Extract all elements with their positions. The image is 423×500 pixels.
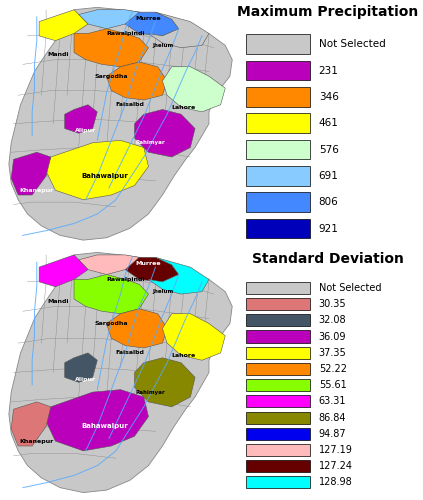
Text: Bahawalpur: Bahawalpur <box>81 424 128 430</box>
FancyBboxPatch shape <box>246 218 310 238</box>
FancyBboxPatch shape <box>246 346 310 359</box>
Text: Maximum Precipitation: Maximum Precipitation <box>237 5 418 19</box>
FancyBboxPatch shape <box>246 140 310 160</box>
Text: Sargodha: Sargodha <box>94 321 128 326</box>
Text: 37.35: 37.35 <box>319 348 346 358</box>
Text: Khanepur: Khanepur <box>20 438 54 444</box>
Text: 94.87: 94.87 <box>319 429 346 439</box>
Polygon shape <box>79 255 139 274</box>
Text: Rawalpindi: Rawalpindi <box>106 31 145 36</box>
FancyBboxPatch shape <box>246 396 310 407</box>
Text: Mandi: Mandi <box>47 299 69 304</box>
Polygon shape <box>162 314 225 360</box>
Polygon shape <box>11 402 51 446</box>
Text: Rahimyar: Rahimyar <box>136 140 166 145</box>
Text: Faisalbd: Faisalbd <box>115 102 144 108</box>
Text: 55.61: 55.61 <box>319 380 346 390</box>
Polygon shape <box>125 12 179 36</box>
Polygon shape <box>148 12 209 48</box>
Text: Jhelum: Jhelum <box>152 43 173 48</box>
Text: Not Selected: Not Selected <box>319 39 385 49</box>
FancyBboxPatch shape <box>246 379 310 392</box>
Text: Mandi: Mandi <box>47 52 69 58</box>
FancyBboxPatch shape <box>246 444 310 456</box>
FancyBboxPatch shape <box>246 314 310 326</box>
Text: Lahore: Lahore <box>171 353 195 358</box>
Polygon shape <box>9 252 232 492</box>
Text: 231: 231 <box>319 66 338 76</box>
Polygon shape <box>148 258 209 294</box>
Text: Jhelum: Jhelum <box>152 289 173 294</box>
Text: 346: 346 <box>319 92 338 102</box>
Text: 36.09: 36.09 <box>319 332 346 342</box>
FancyBboxPatch shape <box>246 298 310 310</box>
FancyBboxPatch shape <box>246 476 310 488</box>
FancyBboxPatch shape <box>246 330 310 342</box>
FancyBboxPatch shape <box>246 34 310 54</box>
Text: Murree: Murree <box>136 261 161 266</box>
Text: 576: 576 <box>319 144 338 154</box>
Polygon shape <box>39 10 88 40</box>
Text: 30.35: 30.35 <box>319 299 346 309</box>
Polygon shape <box>65 105 97 133</box>
Text: 128.98: 128.98 <box>319 478 352 488</box>
Text: 921: 921 <box>319 224 338 234</box>
Polygon shape <box>162 66 225 112</box>
Text: Lahore: Lahore <box>171 104 195 110</box>
Text: 691: 691 <box>319 171 338 181</box>
Polygon shape <box>74 28 148 66</box>
Text: Khanepur: Khanepur <box>20 188 54 192</box>
Polygon shape <box>39 255 88 287</box>
Polygon shape <box>46 140 148 200</box>
Polygon shape <box>107 309 167 348</box>
Polygon shape <box>79 10 139 29</box>
Text: Rahimyar: Rahimyar <box>136 390 166 394</box>
Text: 127.24: 127.24 <box>319 461 353 471</box>
Text: 63.31: 63.31 <box>319 396 346 406</box>
FancyBboxPatch shape <box>246 114 310 133</box>
Text: 86.84: 86.84 <box>319 412 346 422</box>
FancyBboxPatch shape <box>246 363 310 375</box>
Text: 461: 461 <box>319 118 338 128</box>
Text: 52.22: 52.22 <box>319 364 347 374</box>
Polygon shape <box>9 8 232 240</box>
Text: Alipur: Alipur <box>75 378 96 382</box>
Polygon shape <box>125 258 179 282</box>
FancyBboxPatch shape <box>246 282 310 294</box>
Text: Standard Deviation: Standard Deviation <box>252 252 404 266</box>
Text: 127.19: 127.19 <box>319 445 353 455</box>
Text: 806: 806 <box>319 198 338 207</box>
Polygon shape <box>74 274 148 314</box>
FancyBboxPatch shape <box>246 87 310 107</box>
Text: Murree: Murree <box>136 16 161 20</box>
Polygon shape <box>107 62 167 100</box>
FancyBboxPatch shape <box>246 192 310 212</box>
Text: Rawalpindi: Rawalpindi <box>106 277 145 282</box>
Text: Not Selected: Not Selected <box>319 283 381 293</box>
FancyBboxPatch shape <box>246 166 310 186</box>
Text: Sargodha: Sargodha <box>94 74 128 78</box>
FancyBboxPatch shape <box>246 412 310 424</box>
FancyBboxPatch shape <box>246 428 310 440</box>
Polygon shape <box>11 152 51 195</box>
Polygon shape <box>46 390 148 451</box>
Text: 32.08: 32.08 <box>319 316 346 326</box>
Polygon shape <box>135 358 195 407</box>
Polygon shape <box>65 353 97 382</box>
Polygon shape <box>135 110 195 157</box>
Text: Faisalbd: Faisalbd <box>115 350 144 356</box>
FancyBboxPatch shape <box>246 60 310 80</box>
Text: Alipur: Alipur <box>75 128 96 134</box>
FancyBboxPatch shape <box>246 460 310 472</box>
Text: Bahawalpur: Bahawalpur <box>81 173 128 179</box>
